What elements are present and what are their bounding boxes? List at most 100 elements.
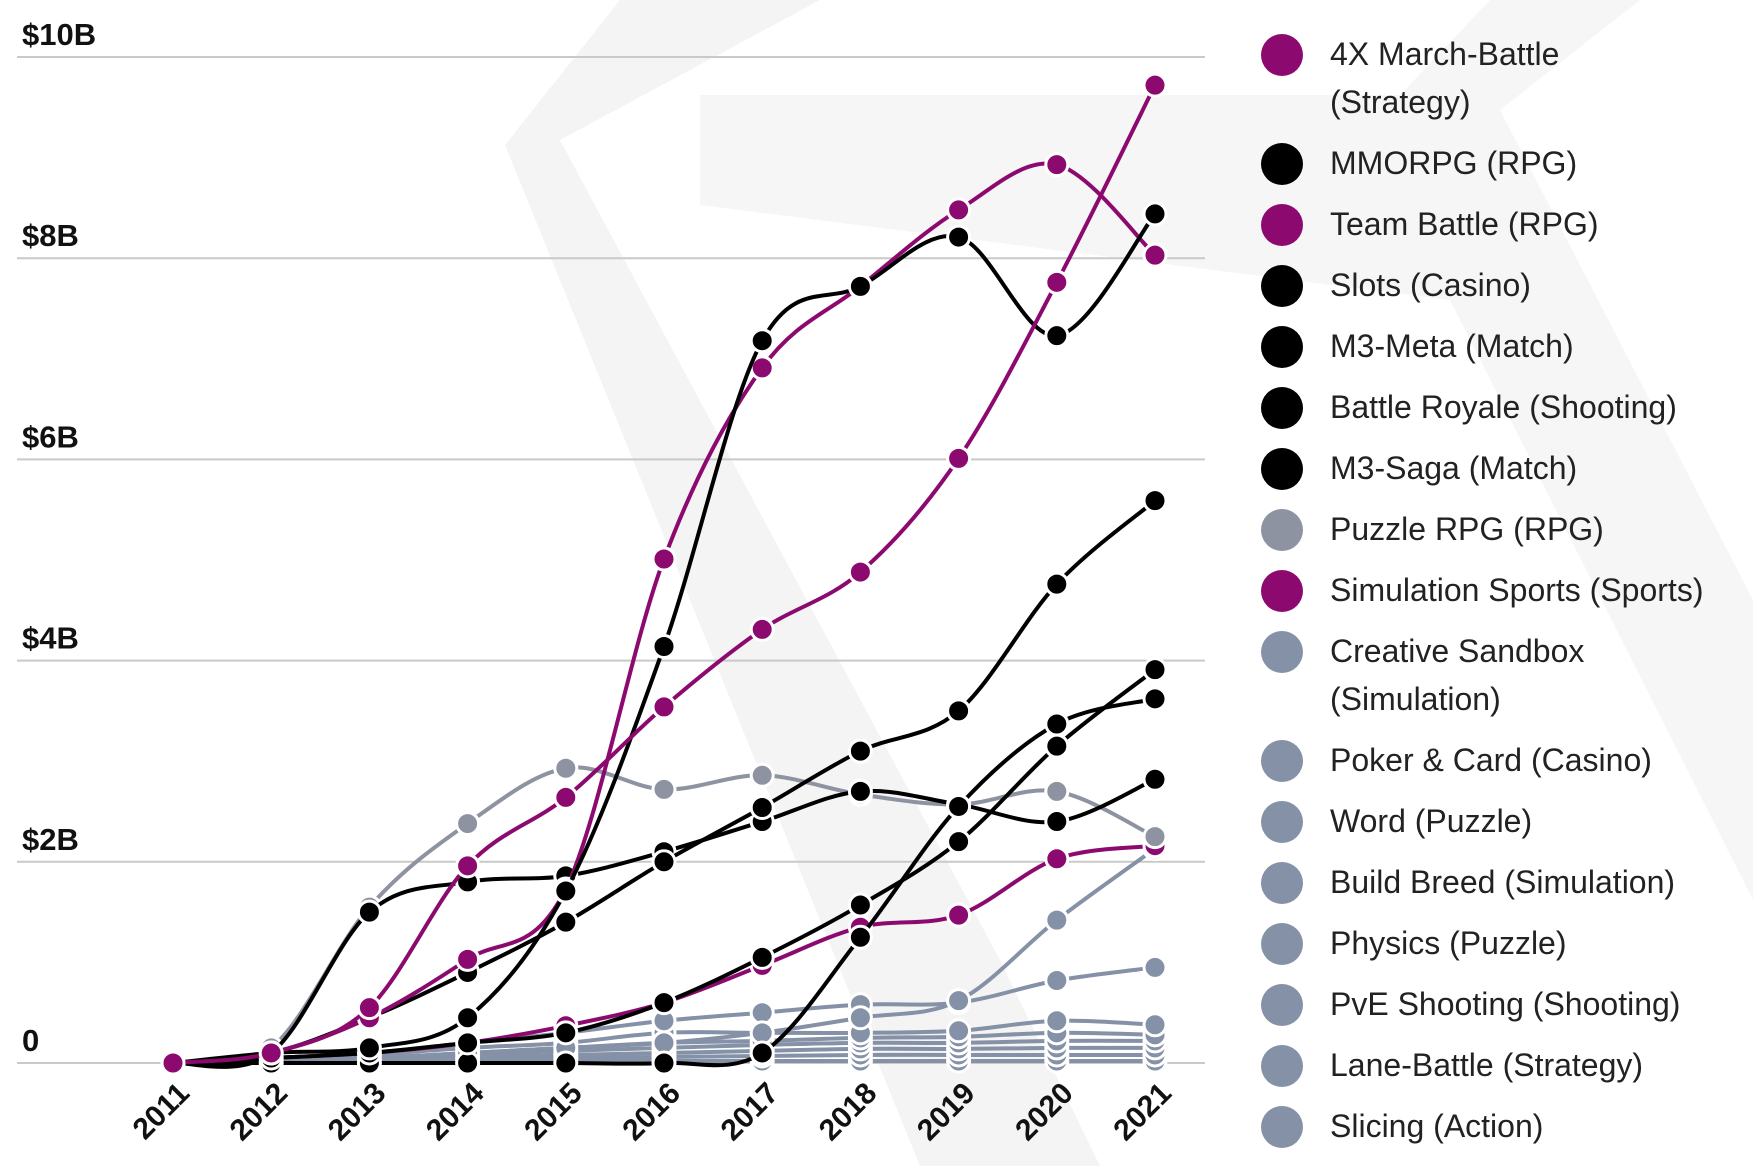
- data-point: [651, 776, 677, 802]
- data-point: [1142, 201, 1168, 227]
- legend-item: Slots (Casino): [1258, 261, 1740, 309]
- legend-swatch: [1261, 1045, 1303, 1087]
- data-point: [847, 924, 873, 950]
- data-point: [847, 273, 873, 299]
- data-point: [553, 909, 579, 935]
- legend-item: 4X March-Battle (Strategy): [1258, 30, 1630, 126]
- y-tick-label: $2B: [22, 822, 79, 857]
- data-point: [1142, 242, 1168, 268]
- legend-swatch: [1261, 204, 1303, 246]
- legend-item: M3-Saga (Match): [1258, 444, 1740, 492]
- legend-swatch: [1261, 923, 1303, 965]
- legend-item: MMORPG (RPG): [1258, 139, 1740, 187]
- data-point: [1142, 824, 1168, 850]
- legend-label: Lane-Battle (Strategy): [1330, 1047, 1644, 1083]
- data-point: [847, 778, 873, 804]
- data-point: [455, 946, 481, 972]
- data-point: [1044, 269, 1070, 295]
- legend-item: Build Breed (Simulation): [1258, 858, 1740, 906]
- background-chevron: [700, 0, 1753, 900]
- series: [160, 152, 1168, 1076]
- legend-label: M3-Saga (Match): [1330, 450, 1578, 486]
- x-tick-label: 2021: [1107, 1077, 1178, 1148]
- series: [160, 72, 1168, 1076]
- data-point: [847, 892, 873, 918]
- x-tick-label: 2011: [127, 1077, 196, 1146]
- data-point: [651, 1050, 677, 1076]
- legend-item: M3-Meta (Match): [1258, 322, 1740, 370]
- data-point: [553, 784, 579, 810]
- data-point: [553, 878, 579, 904]
- x-tick-label: 2014: [420, 1076, 491, 1147]
- series-line: [172, 161, 1157, 1065]
- data-point: [455, 853, 481, 879]
- legend-label: Word (Puzzle): [1330, 803, 1533, 839]
- data-point: [1142, 72, 1168, 98]
- data-point: [749, 328, 775, 354]
- data-point: [749, 762, 775, 788]
- legend-item: Word (Puzzle): [1258, 797, 1740, 845]
- data-point: [1044, 152, 1070, 178]
- data-point: [651, 694, 677, 720]
- data-point: [651, 546, 677, 572]
- data-point: [258, 1040, 284, 1066]
- data-point: [1142, 954, 1168, 980]
- y-tick-label: 0: [22, 1023, 39, 1058]
- legend-item: PvE Shooting (Shooting): [1258, 980, 1740, 1028]
- data-point: [946, 197, 972, 223]
- x-tick-label: 2016: [616, 1077, 687, 1148]
- legend-item: Team Battle (RPG): [1258, 200, 1740, 248]
- data-point: [356, 995, 382, 1021]
- y-tick-label: $10B: [22, 17, 96, 52]
- legend-swatch: [1261, 740, 1303, 782]
- data-point: [1044, 571, 1070, 597]
- data-point: [946, 829, 972, 855]
- legend-label: Poker & Card (Casino): [1330, 742, 1652, 778]
- legend-swatch: [1261, 570, 1303, 612]
- legend-label: PvE Shooting (Shooting): [1330, 986, 1681, 1022]
- data-point: [946, 902, 972, 928]
- data-point: [946, 793, 972, 819]
- legend-swatch: [1261, 509, 1303, 551]
- data-point: [1142, 1012, 1168, 1038]
- legend-item: Lane-Battle (Strategy): [1258, 1041, 1740, 1089]
- data-point: [1044, 907, 1070, 933]
- legend-item: Simulation Sports (Sports): [1258, 566, 1740, 614]
- legend-swatch: [1261, 265, 1303, 307]
- data-point: [651, 849, 677, 875]
- data-point: [749, 794, 775, 820]
- data-point: [847, 738, 873, 764]
- data-point: [946, 445, 972, 471]
- legend-label: Team Battle (RPG): [1330, 206, 1599, 242]
- x-tick-label: 2017: [715, 1077, 786, 1148]
- data-point: [1142, 657, 1168, 683]
- legend-item: Battle Royale (Shooting): [1258, 383, 1740, 431]
- legend-label: Creative Sandbox (Simulation): [1330, 633, 1585, 717]
- data-point: [553, 1020, 579, 1046]
- data-point: [946, 224, 972, 250]
- data-point: [455, 1005, 481, 1031]
- data-point: [455, 811, 481, 837]
- data-point: [455, 1030, 481, 1056]
- legend-label: Slicing (Action): [1330, 1108, 1544, 1144]
- x-tick-label: 2013: [322, 1077, 393, 1148]
- y-tick-label: $6B: [22, 419, 79, 454]
- data-point: [356, 1035, 382, 1061]
- data-point: [749, 1040, 775, 1066]
- data-point: [1142, 766, 1168, 792]
- data-point: [1044, 323, 1070, 349]
- legend-label: Physics (Puzzle): [1330, 925, 1567, 961]
- data-point: [847, 559, 873, 585]
- legend-label: MMORPG (RPG): [1330, 145, 1578, 181]
- legend-label: Slots (Casino): [1330, 267, 1531, 303]
- data-point: [553, 1050, 579, 1076]
- data-point: [1044, 846, 1070, 872]
- series: [160, 201, 1168, 1076]
- data-point: [749, 616, 775, 642]
- legend-label: Battle Royale (Shooting): [1330, 389, 1677, 425]
- data-point: [1044, 778, 1070, 804]
- y-tick-label: $8B: [22, 218, 79, 253]
- data-point: [160, 1050, 186, 1076]
